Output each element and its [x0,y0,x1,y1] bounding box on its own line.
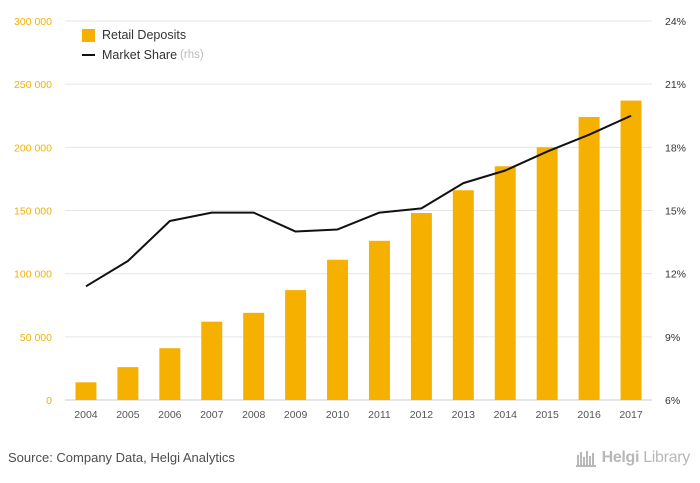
x-tick-label: 2004 [74,409,98,421]
bar [117,367,139,400]
y-right-tick-label: 6% [665,395,680,407]
y-left-tick-label: 0 [46,395,52,407]
legend-item-deposits: Retail Deposits [82,25,204,45]
x-tick-label: 2008 [242,409,266,421]
legend-label-market-share: Market Share [102,48,178,62]
legend-item-market-share: Market Share (rhs) [82,45,204,65]
y-right-tick-label: 9% [665,332,680,344]
bar [327,259,349,400]
x-tick-label: 2006 [158,409,182,421]
y-right-tick-label: 15% [665,206,686,218]
legend-swatch-deposits [82,28,95,42]
y-right-tick-label: 12% [665,269,686,281]
source-note: Source: Company Data, Helgi Analytics [8,450,235,465]
bar [410,213,432,400]
x-tick-label: 2011 [368,409,391,421]
legend: Retail Deposits Market Share (rhs) [82,25,204,65]
y-right-tick-label: 24% [665,16,686,28]
y-left-tick-label: 50 000 [20,332,52,344]
x-tick-label: 2010 [326,409,350,421]
y-left-tick-label: 300 000 [14,16,52,28]
y-right-tick-label: 21% [665,79,686,91]
y-left-tick-label: 250 000 [14,79,52,91]
x-tick-label: 2016 [577,409,601,421]
x-tick-label: 2013 [452,409,476,421]
bar [243,312,265,400]
bar [75,382,97,400]
bar [368,240,390,400]
y-left-tick-label: 150 000 [14,206,52,218]
x-tick-label: 2007 [200,409,224,421]
library-icon [575,451,596,467]
bar [536,147,558,400]
x-tick-label: 2009 [284,409,308,421]
bar [285,290,307,400]
bar [159,348,181,400]
x-tick-label: 2012 [410,409,434,421]
market-share-line [85,114,632,288]
bar [452,190,474,400]
y-left-tick-label: 100 000 [14,269,52,281]
bar [494,166,516,400]
legend-note-rhs: (rhs) [180,49,204,61]
bar [620,100,642,400]
brand-logo: Helgi Library [575,449,690,467]
x-tick-label: 2017 [619,409,643,421]
x-tick-label: 2014 [494,409,518,421]
bar [578,117,600,400]
y-left-tick-label: 200 000 [14,142,52,154]
bar [201,321,223,400]
x-tick-label: 2015 [535,409,559,421]
brand-name-helgi: Helgi [601,449,640,466]
y-right-tick-label: 18% [665,142,686,154]
legend-swatch-market-share [82,54,95,56]
x-tick-label: 2005 [116,409,140,421]
legend-label-deposits: Retail Deposits [102,28,187,42]
brand-name-library: Library [643,449,690,466]
